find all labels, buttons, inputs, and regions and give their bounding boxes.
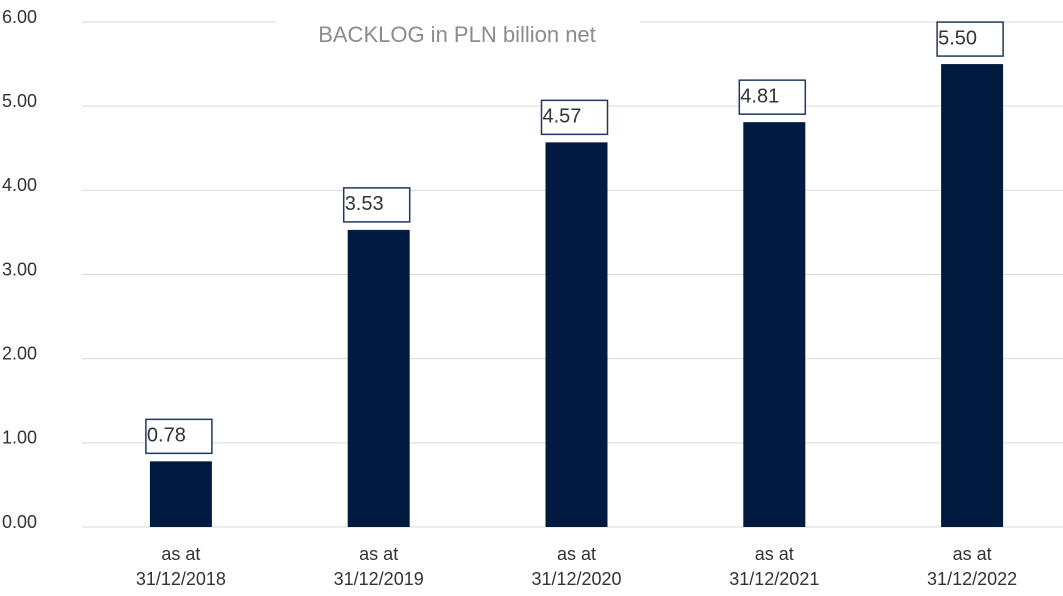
x-tick-label: 31/12/2018 — [136, 569, 226, 589]
y-tick-label: 5.00 — [2, 91, 37, 111]
data-label-box — [540, 99, 609, 136]
data-label-box — [738, 79, 807, 115]
bar — [743, 122, 806, 528]
bar — [941, 64, 1004, 527]
x-tick-label: 31/12/2022 — [927, 569, 1017, 589]
data-label-box — [936, 21, 1004, 57]
data-label: 3.53 — [345, 193, 384, 215]
x-tick-label: as at — [161, 544, 200, 564]
y-tick-label: 0.00 — [2, 512, 37, 532]
x-tick-label: as at — [755, 544, 794, 564]
x-tick-label: as at — [359, 544, 398, 564]
data-label: 0.78 — [147, 425, 186, 447]
x-tick-label: as at — [953, 544, 992, 564]
bar — [347, 229, 410, 527]
bar — [149, 461, 212, 527]
data-label: 4.57 — [543, 106, 582, 128]
x-tick-label: 31/12/2019 — [334, 569, 424, 589]
data-label-box — [145, 418, 213, 455]
data-label-box — [342, 187, 411, 223]
title-backdrop — [276, 14, 640, 56]
y-tick-label: 3.00 — [2, 259, 37, 279]
bar — [545, 142, 608, 527]
data-label: 4.81 — [740, 85, 779, 107]
y-tick-label: 4.00 — [2, 175, 37, 195]
x-tick-label: 31/12/2020 — [531, 569, 621, 589]
data-label: 5.50 — [938, 27, 977, 49]
y-tick-label: 6.00 — [2, 7, 37, 27]
chart-title: BACKLOG in PLN billion net — [318, 22, 596, 47]
x-tick-label: 31/12/2021 — [729, 569, 819, 589]
x-tick-label: as at — [557, 544, 596, 564]
y-tick-label: 1.00 — [2, 428, 37, 448]
y-tick-label: 2.00 — [2, 343, 37, 363]
